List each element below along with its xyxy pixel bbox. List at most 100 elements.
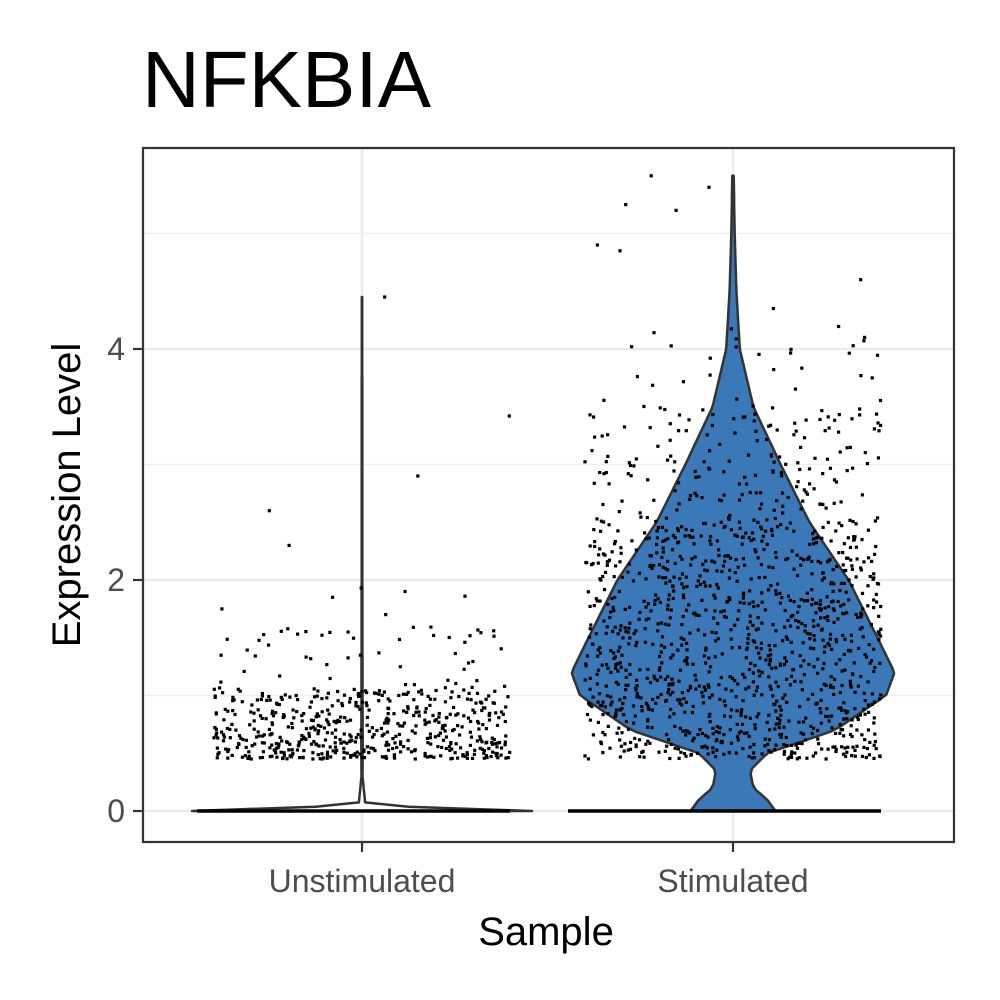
data-point: [828, 637, 832, 641]
data-point: [494, 754, 499, 758]
data-point: [792, 529, 796, 533]
data-point: [444, 716, 448, 720]
data-point: [688, 494, 693, 498]
data-point: [332, 719, 336, 723]
data-point: [356, 732, 360, 737]
data-point: [837, 521, 841, 525]
data-point: [676, 529, 680, 533]
data-point: [681, 593, 686, 597]
data-point: [720, 499, 724, 503]
data-point: [677, 429, 681, 433]
data-point: [810, 603, 814, 607]
data-point: [643, 640, 647, 644]
data-point: [678, 577, 682, 581]
data-point: [778, 718, 782, 722]
data-point: [433, 697, 437, 701]
data-point: [786, 556, 790, 561]
data-point: [705, 433, 709, 437]
data-point: [722, 493, 726, 497]
data-point: [365, 715, 370, 719]
data-point: [705, 746, 709, 750]
data-point: [797, 605, 801, 609]
data-point: [669, 656, 673, 660]
data-point: [603, 570, 608, 574]
data-point: [866, 703, 870, 707]
data-point: [309, 657, 313, 661]
data-point: [870, 559, 874, 563]
data-point: [644, 537, 648, 541]
data-point: [225, 637, 229, 641]
data-point: [622, 425, 627, 429]
data-point: [597, 692, 602, 696]
data-point: [693, 555, 697, 559]
data-point: [771, 623, 775, 627]
data-point: [595, 682, 599, 686]
data-point: [781, 639, 785, 643]
data-point: [646, 478, 650, 482]
data-point: [459, 746, 463, 750]
data-point: [650, 726, 654, 730]
data-point: [487, 718, 492, 722]
data-point: [768, 648, 772, 652]
data-point: [698, 582, 703, 587]
data-point: [365, 704, 369, 708]
data-point: [627, 562, 631, 566]
data-point: [313, 728, 317, 732]
data-point: [330, 731, 334, 735]
data-point: [279, 695, 283, 699]
data-point: [468, 730, 472, 734]
data-point: [406, 747, 410, 751]
data-point: [753, 548, 757, 552]
data-point: [623, 607, 627, 611]
data-point: [729, 708, 734, 712]
data-point: [821, 472, 825, 476]
data-point: [237, 734, 242, 738]
data-point: [684, 700, 688, 704]
data-point: [397, 637, 402, 642]
data-point: [799, 563, 803, 567]
data-point: [710, 559, 714, 563]
data-point: [268, 698, 272, 702]
data-point: [754, 550, 758, 554]
data-point: [841, 551, 845, 555]
data-point: [321, 744, 325, 748]
data-point: [759, 502, 764, 506]
data-point: [274, 751, 278, 755]
data-point: [213, 726, 217, 730]
data-point: [606, 712, 610, 716]
data-point: [788, 598, 792, 602]
data-point: [760, 591, 764, 595]
data-point: [620, 653, 624, 657]
data-point: [599, 529, 603, 533]
data-point: [819, 561, 823, 565]
data-point: [804, 716, 808, 720]
data-point: [618, 698, 622, 702]
data-point: [336, 718, 340, 722]
data-point: [845, 717, 849, 721]
data-point: [793, 679, 797, 683]
data-point: [595, 599, 599, 603]
data-point: [656, 695, 660, 699]
data-point: [398, 724, 402, 728]
data-point: [262, 633, 266, 637]
data-point: [648, 681, 653, 685]
data-point: [749, 539, 753, 543]
data-point: [703, 584, 708, 588]
data-point: [508, 750, 512, 754]
data-point: [327, 712, 331, 716]
data-point: [646, 706, 651, 710]
data-point: [613, 655, 617, 659]
data-point: [473, 711, 477, 715]
data-point: [833, 418, 837, 422]
data-point: [399, 740, 403, 744]
data-point: [828, 466, 832, 470]
data-point: [221, 739, 226, 743]
data-point: [778, 601, 782, 605]
data-point: [384, 718, 388, 722]
data-point: [465, 752, 469, 756]
data-point: [706, 683, 710, 687]
data-point: [707, 466, 711, 470]
data-point: [236, 687, 240, 691]
data-point: [871, 577, 875, 581]
data-point: [586, 757, 590, 761]
